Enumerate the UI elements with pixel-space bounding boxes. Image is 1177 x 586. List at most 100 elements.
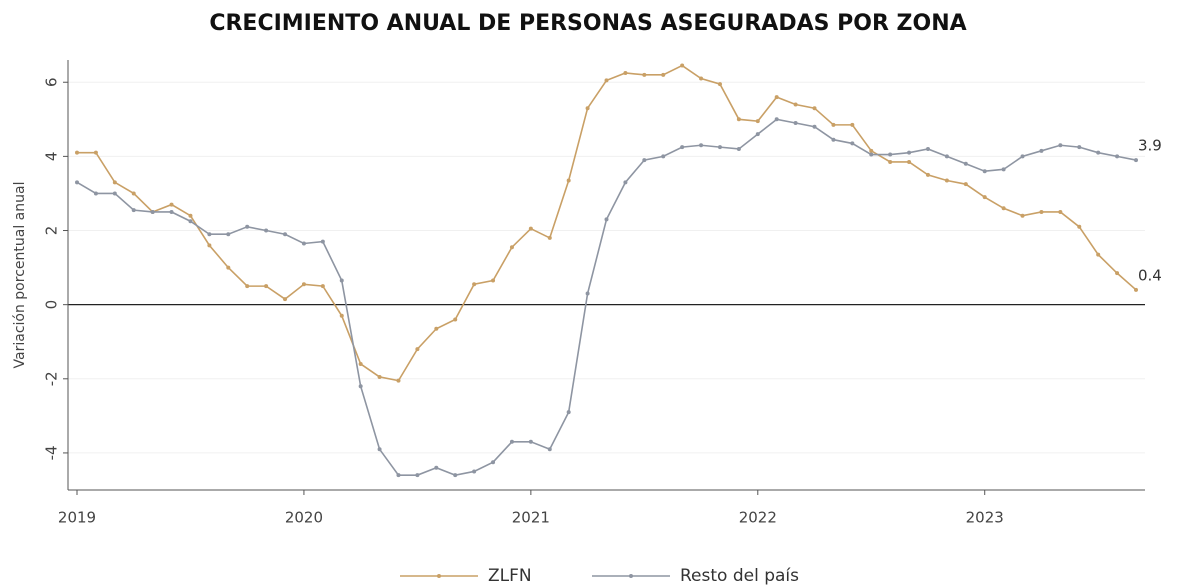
point: [642, 158, 647, 163]
point: [850, 141, 855, 146]
point: [377, 374, 382, 379]
point: [1020, 213, 1025, 218]
point: [661, 154, 666, 159]
point: [982, 169, 987, 174]
y-tick-label: 2: [43, 226, 61, 236]
point: [774, 95, 779, 100]
y-tick-label: -2: [43, 371, 61, 386]
point: [226, 265, 231, 270]
point: [264, 284, 269, 289]
point: [642, 72, 647, 77]
point: [1077, 145, 1082, 150]
point: [831, 137, 836, 142]
x-tick-label: 2023: [966, 509, 1004, 527]
point: [736, 117, 741, 122]
point: [358, 361, 363, 366]
point: [944, 154, 949, 159]
point: [245, 224, 250, 229]
point: [604, 217, 609, 222]
point: [396, 473, 401, 478]
legend-marker: [437, 574, 441, 578]
point: [509, 245, 514, 250]
point: [755, 119, 760, 124]
point: [1096, 150, 1101, 155]
legend-label: Resto del país: [680, 566, 799, 586]
point: [585, 291, 590, 296]
point: [150, 209, 155, 214]
point: [907, 159, 912, 164]
point: [93, 191, 98, 196]
point: [434, 465, 439, 470]
point: [93, 150, 98, 155]
legend-marker: [629, 574, 633, 578]
point: [888, 159, 893, 164]
point: [566, 410, 571, 415]
point: [1001, 206, 1006, 211]
point: [812, 106, 817, 111]
point: [869, 152, 874, 157]
y-tick-label: 6: [43, 77, 61, 87]
x-tick-label: 2019: [58, 509, 96, 527]
point: [472, 282, 477, 287]
series-line: [76, 118, 1137, 477]
point: [339, 313, 344, 318]
point: [812, 124, 817, 129]
point: [509, 439, 514, 444]
point: [528, 226, 533, 231]
point: [207, 243, 212, 248]
point: [169, 209, 174, 214]
point: [75, 150, 79, 155]
point: [717, 82, 722, 87]
series-line: [77, 64, 1137, 382]
point: [188, 219, 193, 224]
point: [907, 150, 912, 155]
point: [283, 232, 288, 237]
end-label: 0.4: [1138, 266, 1162, 284]
point: [1039, 209, 1044, 214]
chart-title: CRECIMIENTO ANUAL DE PERSONAS ASEGURADAS…: [209, 11, 966, 36]
point: [774, 117, 779, 122]
point: [453, 473, 458, 478]
point: [434, 326, 439, 331]
point: [301, 241, 306, 246]
point: [1115, 271, 1120, 276]
point: [472, 469, 477, 474]
point: [925, 172, 930, 177]
point: [339, 278, 344, 283]
y-axis-label: Variación porcentual anual: [12, 182, 28, 369]
point: [1115, 154, 1120, 159]
point: [547, 447, 552, 452]
point: [207, 232, 212, 237]
point: [320, 284, 325, 289]
point: [585, 106, 590, 111]
point: [623, 180, 628, 185]
point: [1039, 148, 1044, 153]
point: [925, 146, 930, 151]
point: [415, 347, 420, 352]
point: [283, 297, 288, 302]
point: [699, 76, 704, 81]
y-tick-label: -4: [43, 445, 61, 460]
point: [131, 208, 136, 213]
point: [453, 317, 458, 322]
point: [112, 180, 117, 185]
point: [358, 384, 363, 389]
point: [415, 473, 420, 478]
point: [963, 182, 968, 187]
point: [1134, 287, 1138, 292]
point: [547, 235, 552, 240]
point: [528, 439, 533, 444]
point: [245, 284, 250, 289]
point: [982, 195, 987, 200]
point: [717, 145, 722, 150]
point: [1058, 209, 1063, 214]
point: [75, 180, 79, 185]
point: [661, 72, 666, 77]
end-label: 3.9: [1138, 137, 1162, 155]
point: [755, 132, 760, 137]
point: [188, 213, 193, 218]
point: [736, 146, 741, 151]
point: [1096, 252, 1101, 257]
point: [888, 152, 893, 157]
